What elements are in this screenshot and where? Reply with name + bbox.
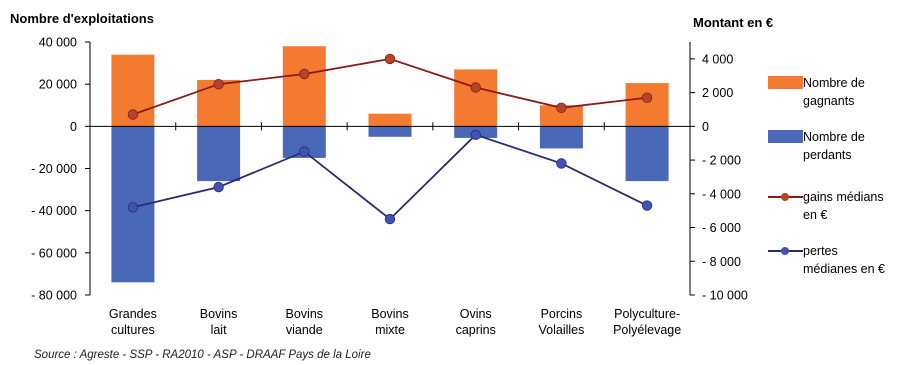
bar-gagnants	[625, 83, 669, 127]
pertes-medianes-point	[299, 146, 310, 157]
category-label: Bovins	[200, 307, 238, 321]
legend-swatch	[768, 130, 803, 143]
right-axis-title: Montant en €	[693, 15, 774, 30]
legend-label: Nombre de gagnants	[803, 74, 902, 110]
legend-label-line: Nombre de	[803, 130, 865, 144]
legend-label-line: en €	[803, 208, 828, 222]
pertes-medianes-point	[556, 158, 567, 169]
legend-label-line: perdants	[803, 148, 852, 162]
bar-gagnants	[454, 69, 498, 127]
right-tick-label: - 2 000	[702, 154, 741, 168]
left-tick-label: 20 000	[39, 78, 77, 92]
legend-label: pertes médianes en €	[803, 242, 902, 278]
right-tick-label: - 4 000	[702, 187, 741, 201]
category-label: Polyculture-	[614, 307, 680, 321]
legend-marker	[781, 193, 789, 201]
legend-label-line: pertes	[803, 244, 838, 258]
gains-medians-point	[213, 78, 224, 90]
right-tick-label: 0	[702, 120, 709, 134]
category-label: Volailles	[538, 323, 584, 337]
legend-label: gains médians en €	[803, 188, 902, 224]
left-axis-title: Nombre d'exploitations	[10, 11, 154, 26]
bar-perdants	[368, 126, 412, 137]
bar-gagnants	[539, 105, 583, 127]
gains-medians-point	[556, 102, 567, 114]
gains-medians-point	[384, 53, 396, 65]
left-tick-label: - 60 000	[31, 246, 77, 260]
gains-medians-point	[299, 68, 310, 80]
bar-perdants	[539, 126, 583, 149]
bar-gagnants	[282, 46, 326, 127]
legend-label-line: gagnants	[803, 94, 855, 108]
legend-label-line: médianes en €	[803, 262, 886, 276]
legend-label-line: gains médians	[803, 190, 884, 204]
bar-perdants	[625, 126, 669, 182]
left-tick-label: - 20 000	[31, 162, 77, 176]
category-label: lait	[211, 323, 228, 337]
legend-swatch	[768, 76, 803, 89]
category-label: Grandes	[109, 307, 157, 321]
gains-medians-point	[470, 82, 481, 93]
category-label: Ovins	[460, 307, 492, 321]
category-label: viande	[286, 323, 323, 337]
category-label: cultures	[111, 323, 155, 337]
left-tick-label: - 40 000	[31, 204, 77, 218]
pertes-medianes-point	[641, 200, 653, 211]
bar-perdants	[197, 126, 241, 182]
category-label: Bovins	[286, 307, 324, 321]
pertes-medianes-point	[213, 181, 224, 193]
gains-medians-point	[641, 92, 653, 103]
gains-medians-point	[127, 109, 139, 120]
left-tick-label: - 80 000	[31, 289, 77, 303]
bar-gagnants	[368, 113, 412, 127]
category-label: Bovins	[371, 307, 409, 321]
left-tick-label: 0	[70, 120, 77, 134]
category-label: caprins	[456, 323, 496, 337]
legend-label-line: Nombre de	[803, 76, 865, 90]
right-tick-label: - 8 000	[702, 255, 741, 269]
source-note: Source : Agreste - SSP - RA2010 - ASP - …	[34, 349, 371, 361]
legend-marker	[781, 247, 789, 255]
pertes-medianes-point	[470, 129, 481, 141]
right-tick-label: - 6 000	[702, 221, 741, 235]
right-tick-label: - 10 000	[702, 289, 748, 303]
right-tick-label: 4 000	[702, 52, 733, 66]
left-tick-label: 40 000	[39, 36, 77, 50]
category-label: Porcins	[541, 307, 583, 321]
legend-label: Nombre de perdants	[803, 128, 902, 164]
category-label: mixte	[375, 323, 405, 337]
pertes-medianes-point	[127, 202, 139, 213]
category-label: Polyélevage	[613, 323, 681, 337]
right-tick-label: 2 000	[702, 86, 733, 100]
pertes-medianes-point	[384, 213, 396, 225]
